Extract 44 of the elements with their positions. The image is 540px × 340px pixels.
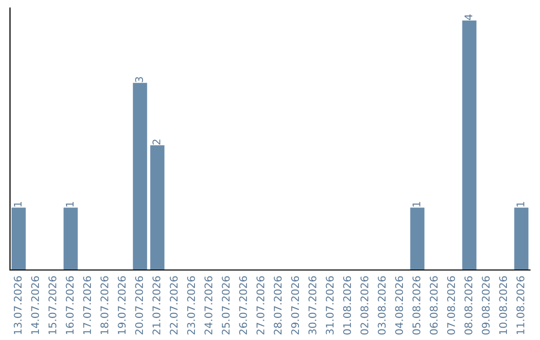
bar	[64, 208, 78, 270]
x-tick-label: 31.07.2026	[326, 276, 334, 334]
x-tick-label: 20.07.2026	[135, 276, 144, 334]
x-tick-label: 11.08.2026	[516, 276, 524, 334]
x-tick-label: 26.07.2026	[239, 276, 248, 334]
x-tick-label: 27.07.2026	[256, 276, 264, 334]
bar	[132, 82, 148, 270]
x-tick-label: 18.07.2026	[100, 276, 108, 334]
data-label: 4	[464, 14, 472, 20]
x-tick-label: 14.07.2026	[31, 276, 40, 334]
bar	[150, 145, 164, 270]
data-label: 3	[135, 77, 144, 82]
x-tick-label: 15.07.2026	[48, 276, 56, 334]
x-tick-label: 16.07.2026	[66, 276, 74, 334]
bar	[12, 208, 26, 270]
x-tick-label: 07.08.2026	[447, 276, 456, 335]
x-tick-label: 13.07.2026	[14, 276, 22, 334]
x-tick-label: 04.08.2026	[395, 276, 404, 335]
x-tick-label: 02.08.2026	[360, 276, 368, 335]
bar	[462, 20, 476, 270]
data-label: 2	[152, 140, 160, 144]
x-tick-label: 30.07.2026	[308, 276, 316, 334]
bar	[410, 208, 424, 270]
x-tick-label: 22.07.2026	[170, 276, 178, 334]
x-tick-label: 01.08.2026	[343, 276, 352, 335]
x-tick-label: 19.07.2026	[118, 276, 126, 334]
x-tick-label: 03.08.2026	[378, 276, 386, 335]
data-label: 1	[14, 202, 22, 206]
x-tick-label: 21.07.2026	[152, 276, 160, 334]
x-tick-label: 24.07.2026	[204, 276, 212, 334]
x-tick-label: 05.08.2026	[412, 276, 420, 335]
data-label: 1	[516, 202, 524, 206]
data-label: 1	[412, 202, 420, 206]
x-tick-label: 06.08.2026	[430, 276, 438, 335]
bar	[514, 208, 528, 270]
x-tick-label: 17.07.2026	[83, 276, 92, 334]
x-tick-label: 28.07.2026	[274, 276, 282, 334]
x-tick-label: 08.08.2026	[464, 276, 472, 335]
x-tick-label: 25.07.2026	[222, 276, 230, 334]
x-tick-label: 09.08.2026	[482, 276, 490, 335]
x-tick-label: 23.07.2026	[187, 276, 196, 334]
x-tick-label: 29.07.2026	[291, 276, 300, 334]
data-label: 1	[66, 202, 74, 206]
x-tick-label: 10.08.2026	[499, 276, 508, 334]
